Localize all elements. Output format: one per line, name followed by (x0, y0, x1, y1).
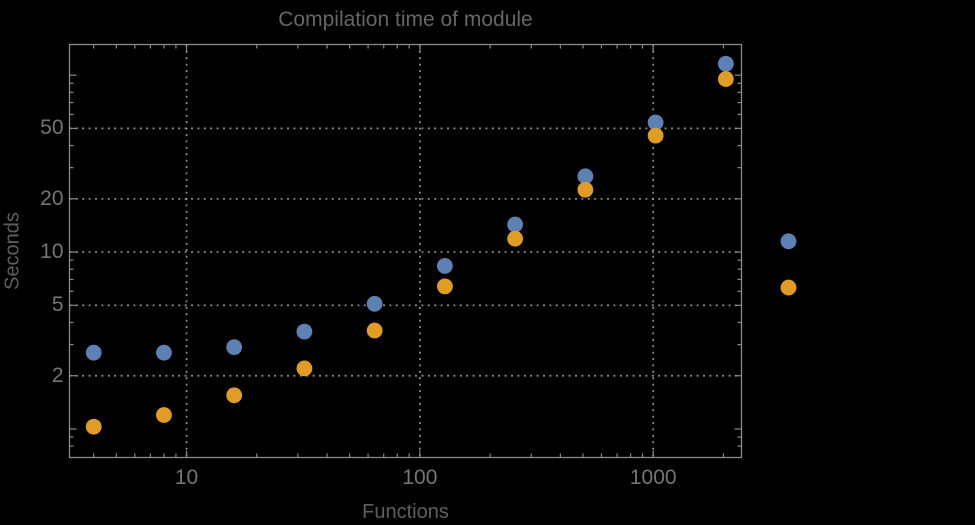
data-point-blue (226, 339, 243, 356)
data-point-blue (296, 323, 313, 340)
y-tick-label: 10 (40, 240, 64, 264)
data-point-orange (717, 71, 734, 87)
data-point-blue (577, 168, 594, 185)
y-tick-label: 2 (51, 363, 64, 387)
x-tick-label: 10 (174, 465, 199, 489)
data-point-blue (436, 258, 453, 274)
data-point-blue (85, 344, 102, 361)
data-point-orange (366, 322, 383, 339)
data-point-orange (436, 278, 453, 295)
data-point-orange (85, 418, 102, 435)
data-point-orange (226, 387, 243, 404)
chart-title: Compilation time of module (278, 8, 533, 31)
data-point-blue (647, 114, 664, 131)
y-tick-label: 5 (51, 293, 64, 317)
x-tick-label: 1000 (629, 465, 677, 489)
data-point-blue (780, 233, 797, 250)
data-point-blue (507, 216, 524, 233)
data-point-orange (780, 279, 797, 296)
data-point-orange (647, 127, 664, 144)
data-point-orange (296, 360, 313, 377)
y-tick-label: 50 (40, 116, 64, 140)
x-axis-label: Functions (362, 501, 449, 523)
data-point-blue (156, 344, 172, 361)
data-point-orange (507, 230, 524, 247)
data-point-blue (717, 55, 734, 72)
data-point-orange (156, 407, 172, 423)
y-tick-label: 20 (40, 186, 64, 210)
data-point-blue (366, 295, 383, 312)
data-point-orange (577, 181, 594, 198)
x-tick-label: 100 (402, 465, 438, 489)
plot-frame (68, 43, 743, 459)
